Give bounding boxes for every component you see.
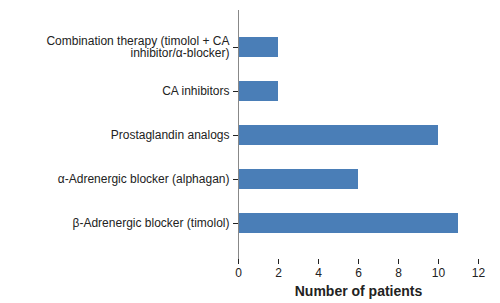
svg-text:6: 6 (355, 266, 362, 280)
svg-text:Prostaglandin analogs: Prostaglandin analogs (111, 128, 230, 142)
svg-text:CA inhibitors: CA inhibitors (162, 84, 229, 98)
svg-text:12: 12 (472, 266, 486, 280)
svg-text:Number of patients: Number of patients (295, 283, 423, 299)
svg-text:4: 4 (315, 266, 322, 280)
svg-text:α-Adrenergic blocker (alphagan: α-Adrenergic blocker (alphagan) (58, 172, 230, 186)
svg-text:Combination therapy (timolol +: Combination therapy (timolol + CAinhibit… (46, 34, 229, 60)
svg-text:10: 10 (432, 266, 446, 280)
svg-text:0: 0 (235, 266, 242, 280)
svg-text:β-Adrenergic blocker (timolol): β-Adrenergic blocker (timolol) (73, 216, 230, 230)
svg-text:8: 8 (395, 266, 402, 280)
svg-text:2: 2 (275, 266, 282, 280)
